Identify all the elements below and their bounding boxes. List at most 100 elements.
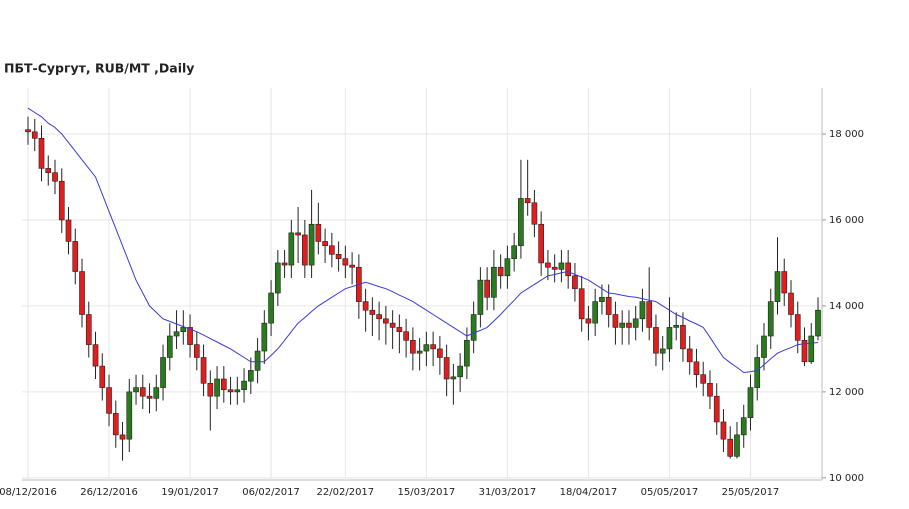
candle-body [524, 198, 531, 204]
candle-body [45, 168, 52, 173]
candle-body [139, 387, 146, 397]
candle-body [599, 297, 605, 302]
candle-body [261, 322, 268, 352]
candle-body [329, 245, 335, 255]
candle-body [612, 314, 619, 328]
candle-body [38, 137, 45, 169]
candle-body [632, 318, 639, 328]
candle-body [619, 322, 626, 328]
candle-body [376, 314, 382, 320]
candle-body [416, 350, 423, 354]
candle-body [443, 357, 450, 380]
candle-body [686, 348, 693, 363]
candle-body [112, 413, 119, 436]
x-tick-label: 19/01/2017 [161, 487, 219, 498]
candle-body [491, 266, 497, 298]
x-tick-label: 18/04/2017 [560, 487, 618, 498]
candle-body [430, 344, 436, 350]
candle-body [713, 395, 720, 423]
candle-body [666, 327, 673, 350]
x-tick-label: 15/03/2017 [398, 487, 456, 498]
candle-body [605, 297, 612, 315]
candle-body [659, 348, 666, 354]
candle-body [720, 421, 727, 440]
candle-body [761, 335, 767, 358]
candle-body [815, 309, 821, 337]
candle-body [281, 262, 288, 266]
y-tick-label: 14 000 [829, 301, 864, 312]
candle-body [639, 301, 646, 320]
candle-body [558, 262, 565, 270]
candle-body [754, 357, 761, 388]
candle-body [572, 275, 578, 290]
candle-body [437, 348, 443, 358]
candle-body [241, 380, 247, 391]
candle-body [79, 271, 85, 315]
candle-body [133, 387, 139, 393]
candle-body [538, 223, 544, 264]
candle-body [781, 271, 788, 294]
candle-body [410, 340, 416, 354]
candle-body [268, 292, 274, 324]
candle-body [396, 327, 403, 333]
candle-body [85, 314, 92, 345]
candle-body [335, 254, 342, 259]
plot-area [22, 88, 822, 480]
candle-body [403, 331, 409, 341]
candle-body [504, 258, 511, 277]
candle-body [551, 266, 558, 270]
candle-body [200, 357, 207, 384]
candle-body [531, 202, 538, 225]
candle-body [322, 241, 328, 247]
candle-body [808, 335, 815, 363]
x-tick-label: 05/05/2017 [641, 487, 699, 498]
candle-body [106, 387, 112, 414]
x-tick-label: 06/02/2017 [242, 487, 300, 498]
candle-body [747, 387, 754, 418]
candle-body [788, 292, 794, 315]
candle-body [25, 129, 31, 133]
candle-body [545, 262, 551, 268]
candle-body [464, 340, 470, 367]
candle-body [173, 331, 180, 337]
candle-body [92, 344, 99, 367]
candle-body [626, 322, 632, 328]
candle-body [383, 318, 389, 324]
x-tick-label: 31/03/2017 [479, 487, 537, 498]
candle-body [794, 314, 801, 341]
candle-body [274, 262, 281, 294]
candle-body [740, 417, 747, 436]
candle-body [565, 262, 572, 277]
candle-body [470, 314, 477, 341]
candle-body [220, 378, 227, 391]
candle-body [450, 376, 457, 380]
candle-body [727, 438, 734, 457]
candle-body [497, 266, 504, 277]
candle-body [214, 378, 220, 397]
candle-body [369, 309, 376, 315]
y-tick-label: 12 000 [829, 387, 864, 398]
candle-body [700, 374, 707, 384]
candle-body [247, 370, 254, 382]
candle-body [180, 327, 187, 333]
candle-body [389, 322, 396, 328]
candle-body [342, 258, 349, 266]
candle-body [680, 324, 686, 350]
candle-body [207, 382, 214, 397]
candle-body [52, 172, 58, 182]
candle-body [653, 327, 659, 354]
candle-body [518, 198, 524, 247]
candle-body [457, 365, 463, 378]
candle-body [227, 389, 234, 393]
candle-body [254, 350, 261, 371]
moving-average-line [27, 107, 819, 374]
x-tick-label: 26/12/2016 [80, 487, 138, 498]
candle-body [58, 180, 65, 221]
candle-body [187, 327, 193, 345]
candle-body [65, 219, 72, 242]
candle-body [126, 391, 133, 440]
candle-body [193, 344, 200, 358]
candle-body [484, 279, 490, 298]
x-tick-label: 08/12/2016 [0, 487, 57, 498]
